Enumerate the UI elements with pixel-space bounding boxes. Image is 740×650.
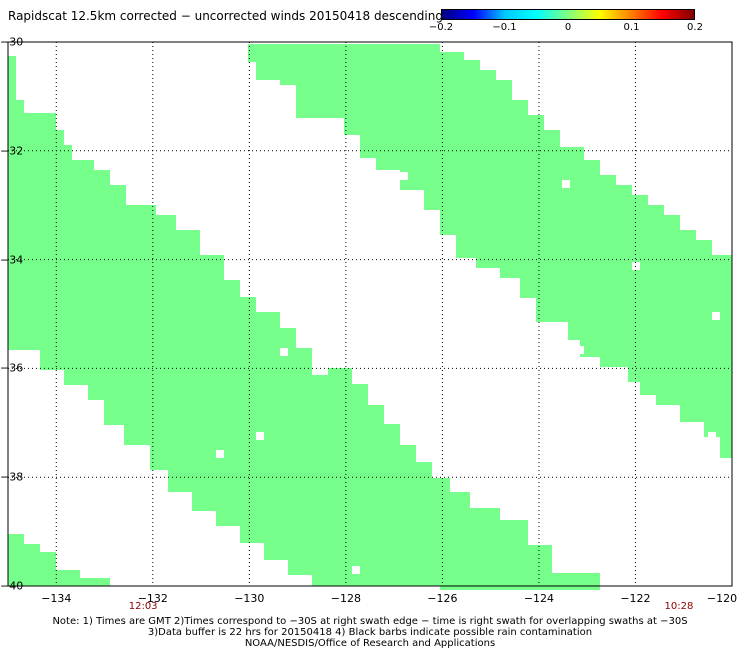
lat-label: −38 xyxy=(0,470,24,484)
colorbar-tick-label: 0.2 xyxy=(687,22,703,33)
data-gap xyxy=(708,432,716,440)
colorbar-tick-label: −0.1 xyxy=(492,22,517,33)
lon-label: −130 xyxy=(234,592,265,605)
swath-region xyxy=(8,56,600,590)
data-gap xyxy=(352,566,360,574)
lon-label: −126 xyxy=(427,592,458,605)
gridlines xyxy=(8,42,732,586)
colorbar-tick-label: 0.1 xyxy=(623,22,640,33)
swath-region xyxy=(8,534,110,586)
data-gap xyxy=(576,346,584,354)
lat-label: −40 xyxy=(0,579,24,593)
data-gap xyxy=(216,450,224,458)
lat-label: −32 xyxy=(0,144,24,158)
note-line-1: Note: 1) Times are GMT 2)Times correspon… xyxy=(52,616,688,627)
lat-label: −30 xyxy=(0,35,24,49)
swath-region xyxy=(248,44,732,458)
data-gap xyxy=(256,432,264,440)
colorbar-tick-label: 0 xyxy=(564,22,572,33)
data-gap xyxy=(712,312,720,320)
colorbar-tick-label: −0.2 xyxy=(428,22,454,33)
data-gap xyxy=(632,262,640,270)
note-line-3: NOAA/NESDIS/Office of Research and Appli… xyxy=(244,638,496,649)
data-gap xyxy=(400,172,408,180)
lon-label: −120 xyxy=(706,592,738,605)
lon-label: −128 xyxy=(330,592,361,605)
lon-label: −134 xyxy=(41,592,72,605)
swath-time-label: 10:28 xyxy=(664,601,694,612)
map-title: Rapidscat 12.5km corrected − uncorrected… xyxy=(8,9,443,23)
lon-label: −124 xyxy=(523,592,555,605)
colorbar xyxy=(441,9,695,20)
lat-label: −36 xyxy=(0,361,24,375)
map-frame xyxy=(7,41,733,587)
lon-label: −122 xyxy=(620,592,651,605)
lon-label: −132 xyxy=(137,592,168,605)
swath-time-label: 12:03 xyxy=(128,601,158,612)
wind-swaths xyxy=(8,44,732,590)
data-gap xyxy=(280,348,288,356)
note-line-2: 3)Data buffer is 22 hrs for 20150418 4) … xyxy=(147,627,593,638)
data-gap xyxy=(562,180,570,188)
lat-label: −34 xyxy=(0,253,24,267)
